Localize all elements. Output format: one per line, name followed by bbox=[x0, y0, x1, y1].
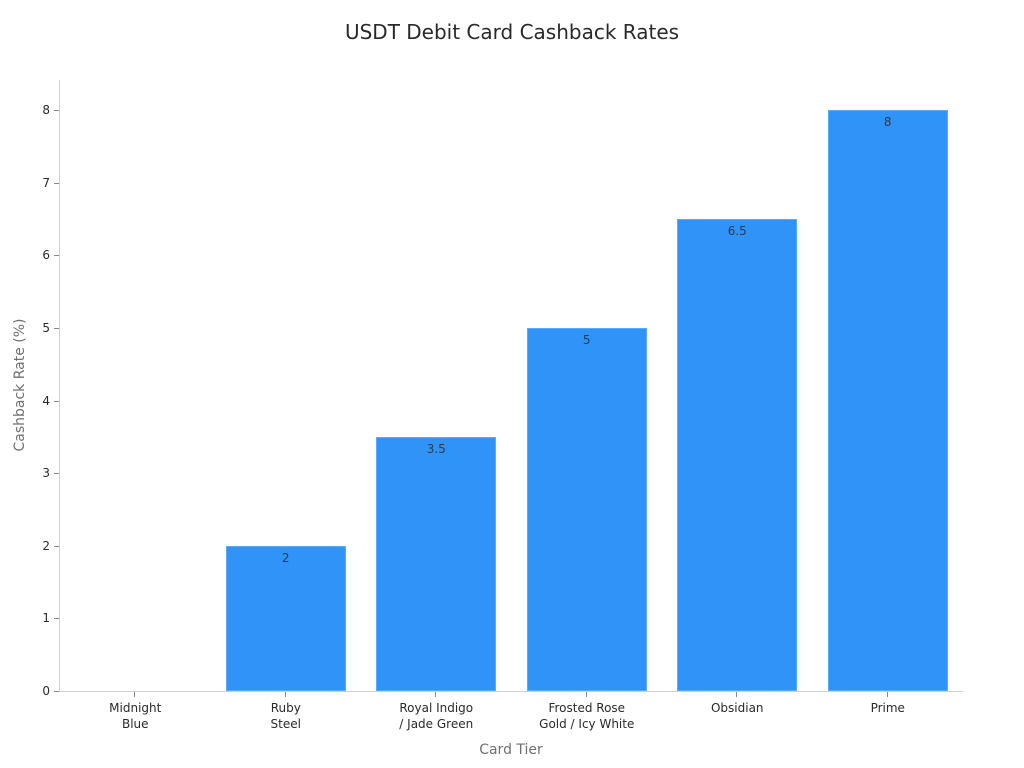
x-tick-label: Ruby Steel bbox=[270, 701, 301, 731]
x-tick: Obsidian bbox=[667, 692, 807, 716]
x-tick: Frosted Rose Gold / Icy White bbox=[517, 692, 657, 732]
bar-value-label: 5 bbox=[582, 332, 591, 347]
y-tick: 1 bbox=[30, 611, 60, 625]
x-tick-label: Midnight Blue bbox=[109, 701, 162, 731]
x-tick-mark bbox=[736, 692, 738, 697]
y-tick: 8 bbox=[30, 103, 60, 117]
y-tick-label: 0 bbox=[42, 684, 50, 698]
bar: 5 bbox=[526, 327, 647, 691]
y-tick-mark bbox=[54, 545, 59, 547]
y-tick-mark bbox=[54, 473, 59, 475]
y-tick-label: 2 bbox=[42, 538, 50, 553]
x-tick: Midnight Blue bbox=[65, 692, 205, 732]
bar-value-label: 6.5 bbox=[727, 223, 747, 238]
bar: 6.5 bbox=[677, 218, 798, 691]
y-tick-label: 3 bbox=[42, 466, 50, 481]
x-tick-mark bbox=[585, 692, 587, 697]
y-tick: 4 bbox=[30, 394, 60, 408]
x-tick-mark bbox=[886, 692, 888, 697]
y-tick-mark bbox=[54, 327, 59, 329]
y-tick-label: 1 bbox=[42, 611, 50, 626]
x-tick-label: Frosted Rose Gold / Icy White bbox=[539, 701, 635, 731]
y-tick: 0 bbox=[30, 684, 60, 698]
y-tick-label: 5 bbox=[42, 320, 50, 335]
bar-value-label: 2 bbox=[281, 550, 290, 565]
x-tick-mark bbox=[435, 692, 437, 697]
y-axis-line bbox=[59, 80, 60, 692]
bar: 3.5 bbox=[376, 436, 497, 691]
y-tick-mark bbox=[54, 182, 59, 184]
x-tick-label: Obsidian bbox=[710, 701, 764, 715]
bar: 2 bbox=[225, 545, 346, 691]
bar-value-label: 3.5 bbox=[426, 441, 446, 456]
x-tick-label: Royal Indigo / Jade Green bbox=[399, 701, 474, 731]
chart-title: USDT Debit Card Cashback Rates bbox=[344, 20, 680, 44]
x-axis-label: Card Tier bbox=[479, 742, 543, 758]
bar-value-label: 8 bbox=[883, 115, 892, 129]
x-tick: Royal Indigo / Jade Green bbox=[366, 692, 506, 732]
bar: 8 bbox=[827, 110, 948, 691]
y-tick: 7 bbox=[30, 176, 60, 190]
y-axis-label: Cashback Rate (%) bbox=[12, 318, 28, 452]
x-tick: Prime bbox=[818, 692, 958, 716]
y-tick-label: 8 bbox=[42, 103, 50, 117]
y-tick-label: 7 bbox=[42, 175, 50, 190]
x-tick: Ruby Steel bbox=[216, 692, 356, 732]
y-tick-mark bbox=[54, 400, 59, 402]
x-tick-mark bbox=[284, 692, 286, 697]
y-tick-label: 6 bbox=[42, 248, 50, 263]
y-tick: 5 bbox=[30, 321, 60, 335]
y-tick: 2 bbox=[30, 539, 60, 553]
y-tick-mark bbox=[54, 618, 59, 620]
y-tick: 3 bbox=[30, 466, 60, 480]
y-tick-label: 4 bbox=[42, 393, 50, 408]
y-tick-mark bbox=[54, 110, 59, 111]
y-tick-mark bbox=[54, 691, 59, 692]
x-tick-label: Prime bbox=[870, 701, 905, 715]
y-tick: 6 bbox=[30, 248, 60, 262]
x-axis-line bbox=[59, 691, 963, 692]
y-tick-mark bbox=[54, 255, 59, 257]
x-tick-mark bbox=[134, 692, 136, 697]
